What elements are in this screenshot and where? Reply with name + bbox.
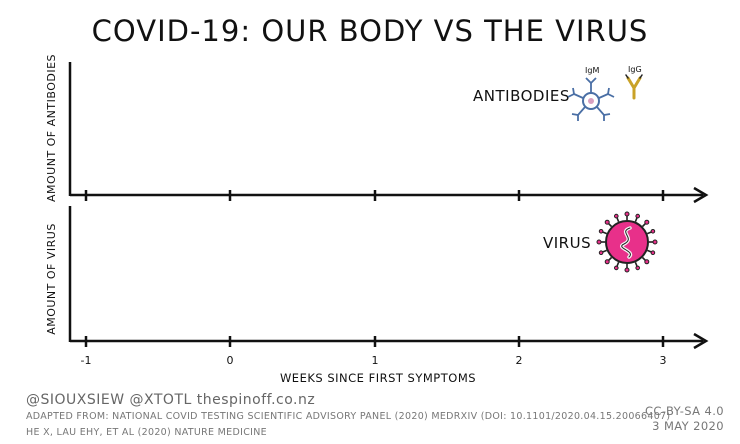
tick-label-3: 3	[660, 354, 667, 367]
antibodies-ticks	[84, 190, 665, 201]
virus-panel: -1 0 1 2 3 WEEKS SINCE FIRST SYMPTOMS AM…	[45, 206, 709, 385]
credit-source-2: HE X, LAU EHY, ET AL (2020) NATURE MEDIC…	[26, 427, 267, 438]
license-block: CC-BY-SA 4.0 3 MAY 2020	[645, 404, 724, 434]
virus-label: VIRUS	[543, 234, 591, 252]
credit-source-1: ADAPTED FROM: NATIONAL COVID TESTING SCI…	[26, 411, 671, 422]
page-title: COVID-19: OUR BODY VS THE VIRUS	[91, 14, 649, 48]
antibodies-label: ANTIBODIES	[473, 87, 570, 105]
igm-label: IgM	[585, 66, 599, 75]
tick-label-minus-1: -1	[81, 354, 92, 367]
virus-ticks	[84, 336, 665, 347]
tick-label-2: 2	[516, 354, 523, 367]
x-tick-labels: -1 0 1 2 3	[81, 354, 667, 367]
tick-label-0: 0	[227, 354, 234, 367]
igg-label: IgG	[628, 65, 642, 74]
credit-handles: @SIOUXSIEW @XTOTL thespinoff.co.nz	[26, 392, 316, 408]
igm-antibody-icon	[567, 77, 615, 121]
x-axis-label: WEEKS SINCE FIRST SYMPTOMS	[280, 371, 476, 385]
tick-label-1: 1	[372, 354, 379, 367]
igg-antibody-icon	[625, 74, 643, 100]
virus-particle-icon	[596, 211, 658, 273]
virus-y-label: AMOUNT OF VIRUS	[45, 223, 58, 335]
license-text: CC-BY-SA 4.0	[645, 404, 724, 418]
antibodies-y-label: AMOUNT OF ANTIBODIES	[45, 54, 58, 202]
antibodies-arrowhead-icon	[693, 186, 709, 204]
virus-arrowhead-icon	[693, 332, 709, 350]
date-text: 3 MAY 2020	[652, 419, 724, 433]
antibodies-panel: AMOUNT OF ANTIBODIES ANTIBODIES IgM IgG	[45, 54, 709, 204]
